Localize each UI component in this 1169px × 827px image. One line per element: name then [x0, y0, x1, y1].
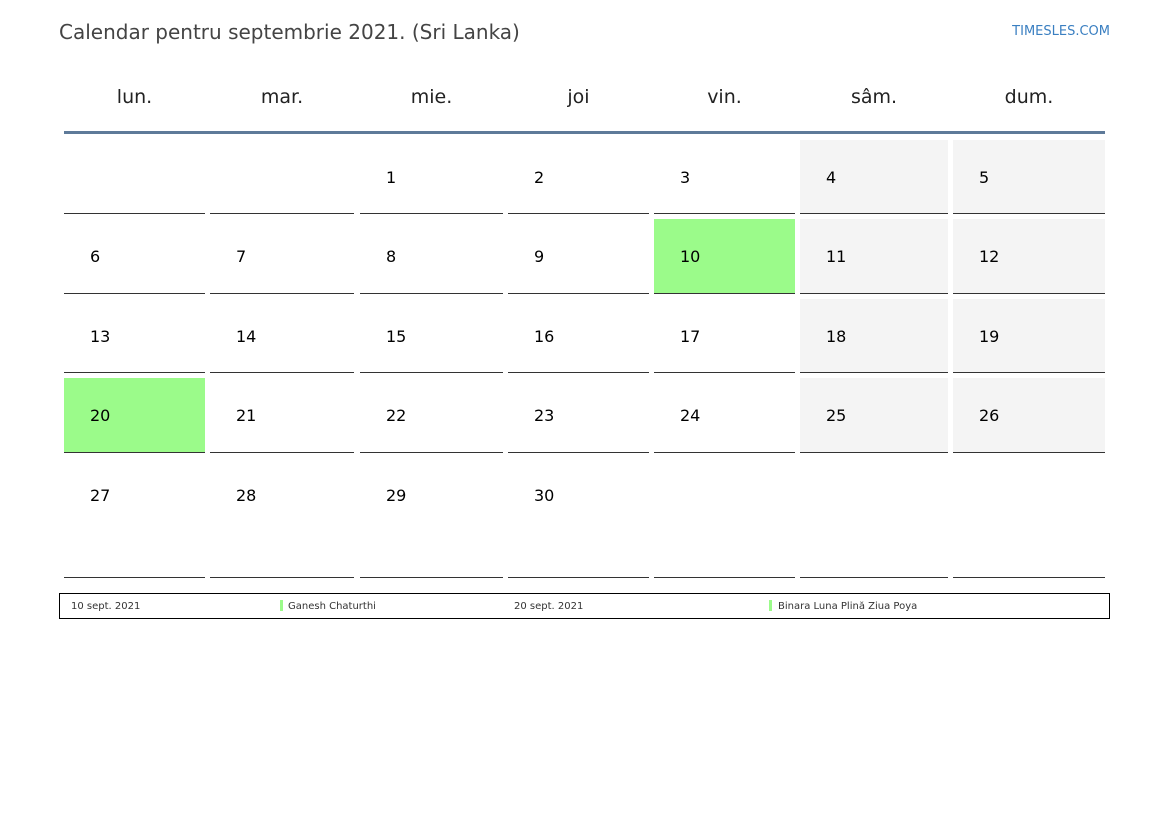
- day-cell: 12: [953, 219, 1105, 294]
- weekday-1: mar.: [260, 86, 304, 108]
- day-number: 4: [826, 168, 837, 187]
- day-cell: 14: [210, 299, 354, 373]
- day-cell: 28: [210, 458, 354, 578]
- day-cell: 8: [360, 219, 503, 294]
- day-cell: [210, 140, 354, 214]
- holiday-day-cell: 20: [64, 378, 205, 453]
- legend-holiday-name: Ganesh Chaturthi: [288, 601, 376, 612]
- day-number: 7: [236, 247, 247, 266]
- day-number: 18: [826, 327, 847, 346]
- day-number: 9: [534, 247, 545, 266]
- day-cell: 6: [64, 219, 205, 294]
- day-number: 19: [979, 327, 1000, 346]
- day-cell: 11: [800, 219, 948, 294]
- day-cell: 16: [508, 299, 649, 373]
- day-number: 23: [534, 406, 555, 425]
- day-cell: 30: [508, 458, 649, 578]
- day-number: 28: [236, 486, 257, 505]
- holiday-legend: 10 sept. 2021 Ganesh Chaturthi 20 sept. 20…: [59, 593, 1110, 619]
- day-cell: 2: [508, 140, 649, 214]
- day-number: 5: [979, 168, 990, 187]
- day-number: 22: [386, 406, 407, 425]
- legend-holiday-name: Binara Luna Plină Ziua Poya: [778, 601, 918, 612]
- day-number: 16: [534, 327, 555, 346]
- calendar-title: Calendar pentru septembrie 2021. (Sri La…: [59, 20, 520, 44]
- day-cell: 29: [360, 458, 503, 578]
- day-cell: 27: [64, 458, 205, 578]
- day-cell: 19: [953, 299, 1105, 373]
- weekday-6: dum.: [1004, 86, 1054, 108]
- day-cell: [654, 458, 795, 578]
- day-cell: 22: [360, 378, 503, 453]
- day-number: 17: [680, 327, 701, 346]
- day-cell: 24: [654, 378, 795, 453]
- weekday-5: sâm.: [850, 86, 898, 108]
- day-cell: 1: [360, 140, 503, 214]
- day-number: 29: [386, 486, 407, 505]
- holiday-color-swatch: [769, 600, 772, 611]
- day-number: 25: [826, 406, 847, 425]
- day-cell: 3: [654, 140, 795, 214]
- day-number: 3: [680, 168, 691, 187]
- day-cell: 26: [953, 378, 1105, 453]
- day-cell: 13: [64, 299, 205, 373]
- weekday-4: vin.: [707, 86, 742, 108]
- day-number: 11: [826, 247, 847, 266]
- day-number: 20: [90, 406, 111, 425]
- day-cell: 7: [210, 219, 354, 294]
- day-cell: 18: [800, 299, 948, 373]
- day-cell: 4: [800, 140, 948, 214]
- day-number: 2: [534, 168, 545, 187]
- day-cell: 23: [508, 378, 649, 453]
- day-cell: 17: [654, 299, 795, 373]
- day-number: 10: [680, 247, 701, 266]
- day-number: 8: [386, 247, 397, 266]
- day-cell: 21: [210, 378, 354, 453]
- day-number: 12: [979, 247, 1000, 266]
- day-number: 24: [680, 406, 701, 425]
- day-cell: 25: [800, 378, 948, 453]
- day-number: 13: [90, 327, 111, 346]
- legend-date: 20 sept. 2021: [514, 601, 584, 612]
- day-cell: 15: [360, 299, 503, 373]
- day-number: 1: [386, 168, 397, 187]
- day-number: 30: [534, 486, 555, 505]
- header-divider: [64, 131, 1105, 134]
- day-cell: 5: [953, 140, 1105, 214]
- day-number: 6: [90, 247, 101, 266]
- brand-link[interactable]: TIMESLES.COM: [1012, 24, 1110, 39]
- day-number: 27: [90, 486, 111, 505]
- legend-date: 10 sept. 2021: [71, 601, 141, 612]
- holiday-day-cell: 10: [654, 219, 795, 294]
- weekday-0: lun.: [116, 86, 153, 108]
- day-cell: [800, 458, 948, 578]
- day-cell: 9: [508, 219, 649, 294]
- day-number: 15: [386, 327, 407, 346]
- day-cell: [953, 458, 1105, 578]
- holiday-color-swatch: [280, 600, 283, 611]
- day-number: 21: [236, 406, 257, 425]
- weekday-3: joi: [567, 86, 590, 108]
- day-number: 14: [236, 327, 257, 346]
- weekday-2: mie.: [410, 86, 453, 108]
- day-cell: [64, 140, 205, 214]
- day-number: 26: [979, 406, 1000, 425]
